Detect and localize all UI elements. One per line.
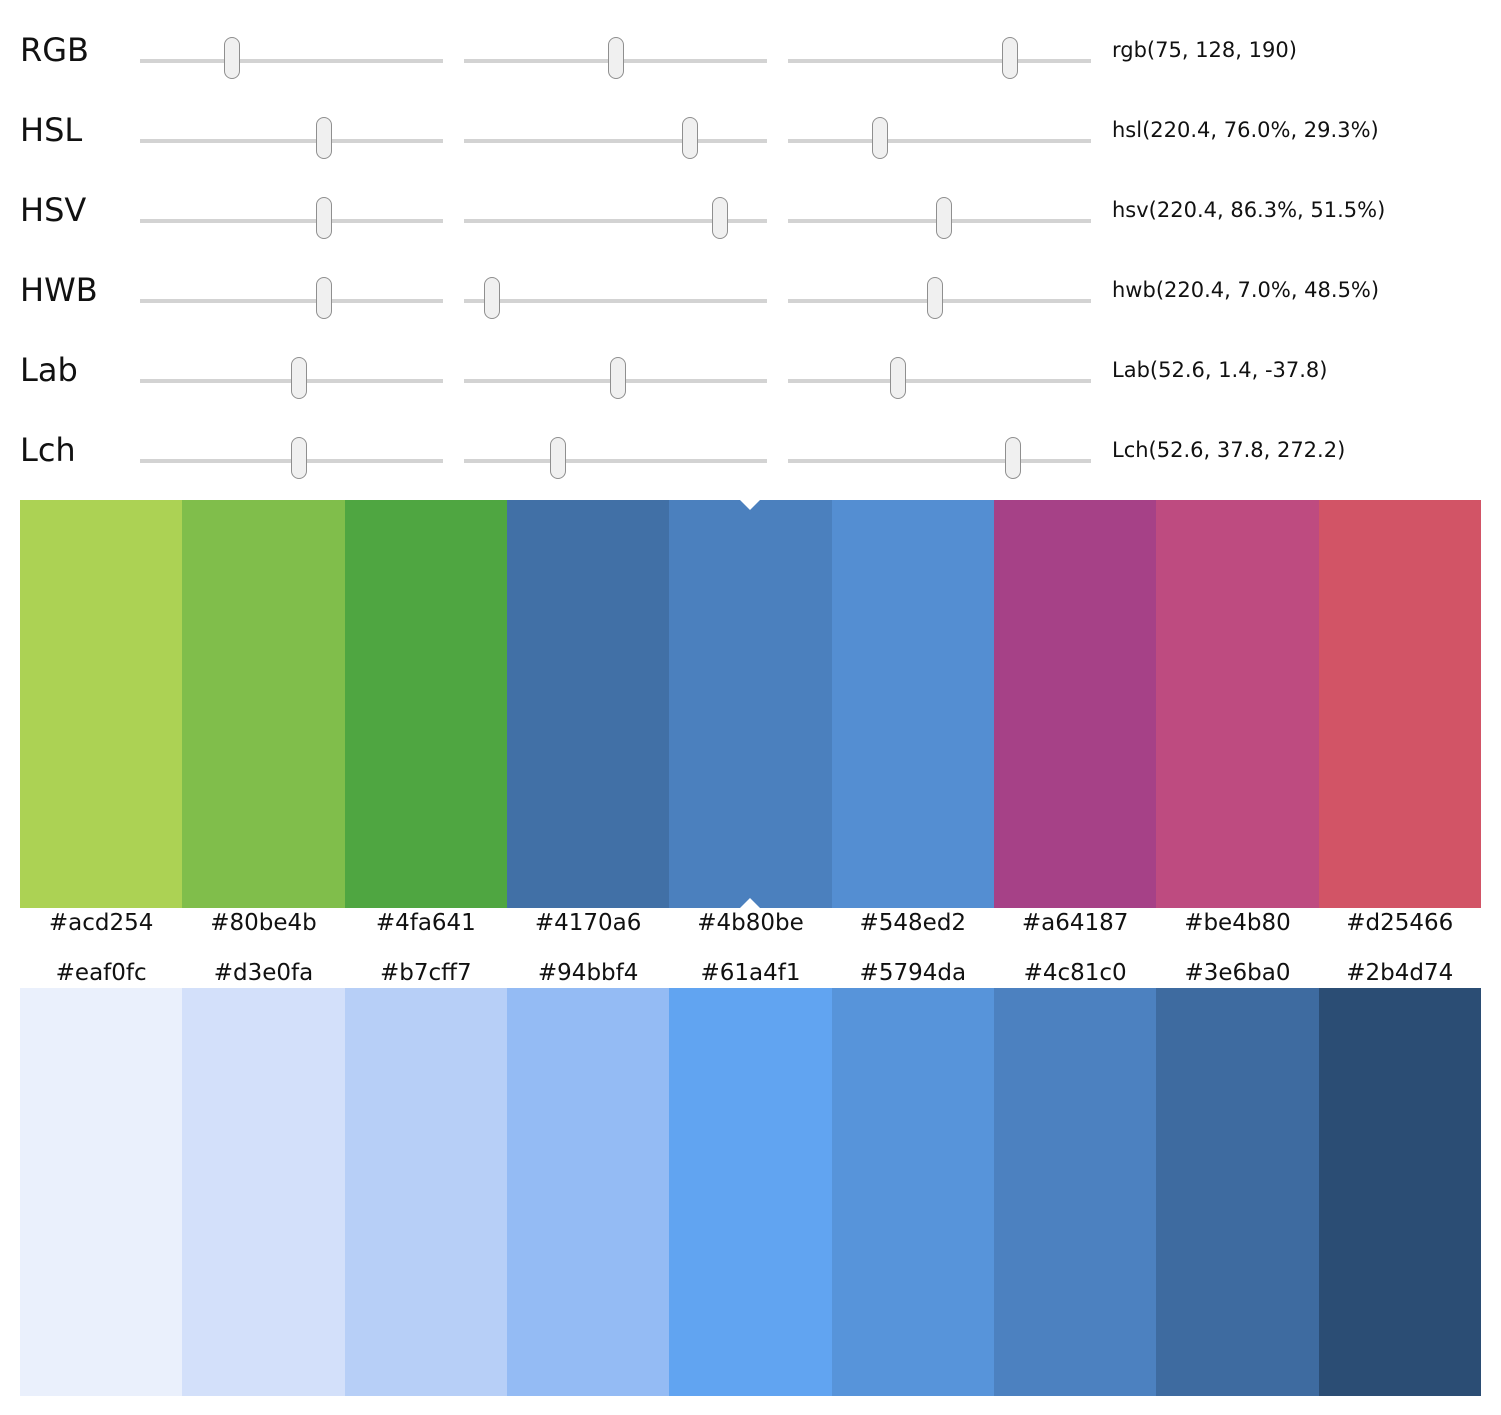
slider-track[interactable] <box>464 117 767 159</box>
color-swatch[interactable] <box>20 988 183 1396</box>
color-value-text: Lch(52.6, 37.8, 272.2) <box>1112 438 1346 462</box>
hex-label: #eaf0fc <box>55 960 147 986</box>
slider-track[interactable] <box>140 277 443 319</box>
slider-track[interactable] <box>464 357 767 399</box>
slider-thumb[interactable] <box>609 357 626 399</box>
slider-thumb[interactable] <box>872 117 889 159</box>
hex-label: #61a4f1 <box>700 960 801 986</box>
row-label: HSV <box>20 191 87 229</box>
hex-label: #a64187 <box>1021 910 1129 936</box>
slider-thumb[interactable] <box>315 117 332 159</box>
slider-thumb[interactable] <box>315 197 332 239</box>
slider-track[interactable] <box>788 357 1091 399</box>
selected-marker-top <box>740 500 761 510</box>
hex-label: #94bbf4 <box>537 960 639 986</box>
slider-track[interactable] <box>788 37 1091 79</box>
color-swatch[interactable] <box>669 500 832 908</box>
slider-thumb[interactable] <box>935 197 952 239</box>
color-swatch[interactable] <box>506 500 670 908</box>
slider-row-hsv: HSV hsv(220.4, 86.3%, 51.5%) <box>0 170 1501 250</box>
slider-track[interactable] <box>140 357 443 399</box>
row-label: RGB <box>20 31 89 69</box>
hex-label: #d3e0fa <box>213 960 314 986</box>
color-value-text: hsl(220.4, 76.0%, 29.3%) <box>1112 118 1379 142</box>
color-value-text: rgb(75, 128, 190) <box>1112 38 1297 62</box>
hex-label: #4b80be <box>697 910 804 936</box>
color-swatch[interactable] <box>344 988 507 1396</box>
color-swatch[interactable] <box>1156 500 1319 908</box>
row-label: HSL <box>20 111 83 149</box>
slider-track[interactable] <box>140 197 443 239</box>
shade-swatch-strip <box>20 988 1481 1396</box>
color-swatch[interactable] <box>831 988 994 1396</box>
hex-label: #548ed2 <box>859 910 967 936</box>
slider-thumb[interactable] <box>315 277 332 319</box>
slider-thumb[interactable] <box>484 277 501 319</box>
color-swatch[interactable] <box>669 988 832 1396</box>
color-swatch[interactable] <box>1318 500 1481 908</box>
hex-label: #4c81c0 <box>1023 960 1127 986</box>
hex-label: #4fa641 <box>375 910 476 936</box>
slider-track[interactable] <box>788 437 1091 479</box>
color-swatch[interactable] <box>344 500 507 908</box>
color-swatch[interactable] <box>831 500 994 908</box>
slider-thumb[interactable] <box>290 357 307 399</box>
color-swatch[interactable] <box>20 500 183 908</box>
color-value-text: Lab(52.6, 1.4, -37.8) <box>1112 358 1328 382</box>
slider-row-lab: Lab Lab(52.6, 1.4, -37.8) <box>0 330 1501 410</box>
slider-track[interactable] <box>140 37 443 79</box>
hex-label: #80be4b <box>210 910 317 936</box>
slider-thumb[interactable] <box>711 197 728 239</box>
harmony-hex-labels: #acd254 #80be4b #4fa641 #4170a6 #4b80be #548e… <box>20 909 1481 937</box>
hex-label: #d25466 <box>1346 910 1454 936</box>
hex-label: #2b4d74 <box>1346 960 1454 986</box>
slider-thumb[interactable] <box>927 277 944 319</box>
shade-hex-labels: #eaf0fc #d3e0fa #b7cff7 #94bbf4 #61a4f1 #5794… <box>20 959 1481 987</box>
color-swatch[interactable] <box>1318 988 1481 1396</box>
slider-track[interactable] <box>140 117 443 159</box>
slider-thumb[interactable] <box>224 37 241 79</box>
slider-thumb[interactable] <box>550 437 567 479</box>
harmony-swatch-strip <box>20 500 1481 908</box>
slider-track[interactable] <box>788 277 1091 319</box>
color-swatch[interactable] <box>1156 988 1319 1396</box>
hex-label: #5794da <box>859 960 967 986</box>
slider-row-hwb: HWB hwb(220.4, 7.0%, 48.5%) <box>0 250 1501 330</box>
color-swatch[interactable] <box>993 500 1157 908</box>
slider-track[interactable] <box>464 277 767 319</box>
slider-track[interactable] <box>464 437 767 479</box>
slider-track[interactable] <box>464 37 767 79</box>
slider-track[interactable] <box>788 117 1091 159</box>
selected-marker-bottom <box>740 898 761 908</box>
hex-label: #3e6ba0 <box>1184 960 1291 986</box>
color-swatch[interactable] <box>993 988 1157 1396</box>
slider-row-rgb: RGB rgb(75, 128, 190) <box>0 10 1501 90</box>
color-value-text: hwb(220.4, 7.0%, 48.5%) <box>1112 278 1380 302</box>
hex-label: #acd254 <box>48 910 154 936</box>
slider-row-hsl: HSL hsl(220.4, 76.0%, 29.3%) <box>0 90 1501 170</box>
row-label: Lab <box>20 351 78 389</box>
slider-thumb[interactable] <box>889 357 906 399</box>
slider-track[interactable] <box>788 197 1091 239</box>
color-value-text: hsv(220.4, 86.3%, 51.5%) <box>1112 198 1386 222</box>
color-swatch[interactable] <box>182 500 345 908</box>
row-label: Lch <box>20 431 76 469</box>
slider-row-lch: Lch Lch(52.6, 37.8, 272.2) <box>0 410 1501 490</box>
slider-track[interactable] <box>140 437 443 479</box>
hex-label: #4170a6 <box>534 910 642 936</box>
slider-thumb[interactable] <box>290 437 307 479</box>
row-label: HWB <box>20 271 98 309</box>
slider-thumb[interactable] <box>1001 37 1018 79</box>
hex-label: #b7cff7 <box>380 960 472 986</box>
slider-thumb[interactable] <box>1005 437 1021 479</box>
color-swatch[interactable] <box>182 988 345 1396</box>
slider-track[interactable] <box>464 197 767 239</box>
color-swatch[interactable] <box>506 988 670 1396</box>
slider-thumb[interactable] <box>608 37 625 79</box>
slider-thumb[interactable] <box>682 117 699 159</box>
hex-label: #be4b80 <box>1184 910 1291 936</box>
